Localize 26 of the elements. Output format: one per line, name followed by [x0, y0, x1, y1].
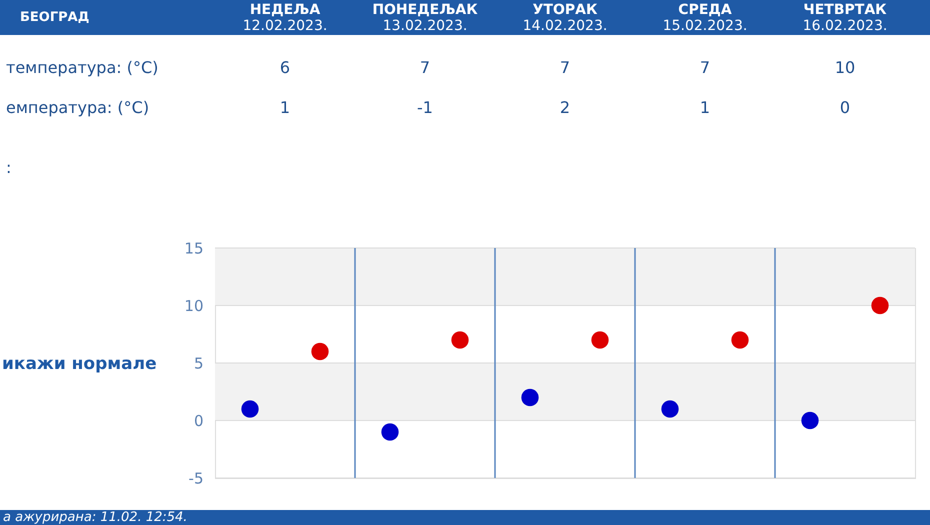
y-tick-label: 0 [194, 412, 204, 430]
data-label: 1 [280, 98, 290, 117]
data-label: 10 [834, 58, 856, 77]
text: БЕОГРАД [20, 10, 90, 25]
data-label: 7 [560, 58, 570, 77]
data-label: 6 [280, 58, 290, 77]
text: температура: (°C) [6, 58, 158, 77]
y-tick-label: -5 [188, 470, 204, 488]
text: емпература: (°C) [6, 98, 150, 117]
text: икажи нормале [2, 354, 157, 374]
y-tick-label: 5 [194, 354, 204, 372]
y-tick-label: 10 [184, 297, 204, 315]
text: : [6, 158, 12, 177]
data-label: 0 [840, 98, 850, 117]
y-tick-label: 15 [184, 240, 204, 258]
data-label: 7 [700, 58, 710, 77]
text: а ажурирана: 11.02. 12:54. [3, 510, 188, 525]
data-label: 7 [420, 58, 430, 77]
category-label: НЕДЕЉА 12.02.2023. [242, 2, 328, 34]
category-label: ПОНЕДЕЉАК 13.02.2023. [372, 2, 478, 34]
data-label: -1 [417, 98, 433, 117]
data-label: 2 [560, 98, 570, 117]
category-label: УТОРАК 14.02.2023. [522, 2, 608, 34]
data-label: 1 [700, 98, 710, 117]
category-label: СРЕДА 15.02.2023. [662, 2, 748, 34]
category-label: ЧЕТВРТАК 16.02.2023. [802, 2, 888, 34]
